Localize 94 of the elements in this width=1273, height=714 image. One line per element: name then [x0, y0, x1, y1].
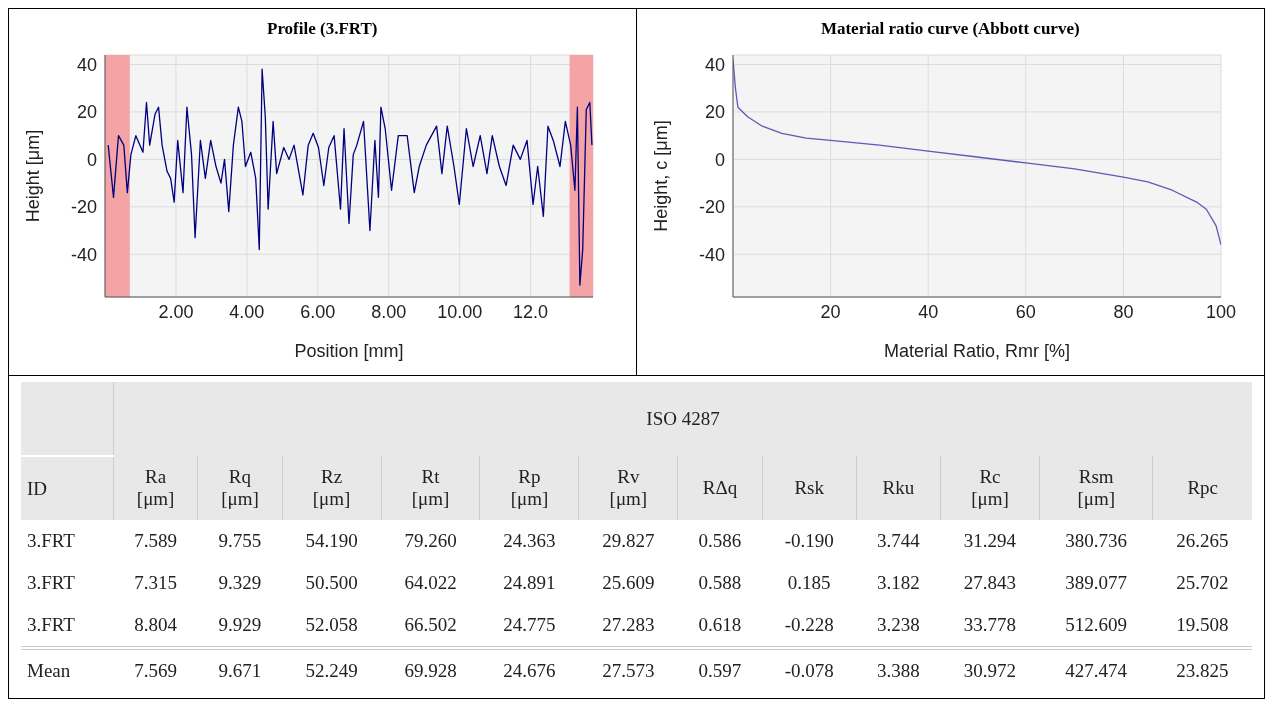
x-tick-label: 10.00: [437, 301, 483, 322]
data-label: 25.702: [1175, 571, 1230, 595]
data-label: 27.843: [962, 571, 1018, 595]
data-label: 27.283: [601, 613, 656, 637]
data-label: 3.238: [875, 613, 921, 637]
chart-title: ISO 4287: [646, 408, 720, 429]
x-tick-label: 4.00: [229, 301, 265, 322]
y-axis-title: Height [μm]: [23, 129, 44, 223]
x-tick-label: 100: [1205, 301, 1236, 322]
data-label: 9.929: [217, 613, 263, 637]
x-axis-title: Position [mm]: [294, 341, 404, 361]
y-tick-label: 20: [704, 102, 725, 123]
data-label: 79.260: [403, 529, 458, 553]
data-label: 0.586: [697, 529, 743, 553]
category-label: Rp [μm]: [510, 466, 549, 510]
data-label: -0.228: [783, 613, 835, 637]
category-label: Rz [μm]: [312, 466, 351, 510]
data-label: 0.185: [786, 571, 832, 595]
y-tick-label: 40: [76, 54, 97, 75]
text: 3.FRT: [26, 529, 76, 553]
data-label: 380.736: [1064, 529, 1129, 553]
data-label: 0.588: [697, 571, 743, 595]
chart-title: Profile (3.FRT): [266, 18, 379, 40]
x-tick-label: 6.00: [300, 301, 336, 322]
category-label: Rv [μm]: [609, 466, 648, 510]
x-axis-title: Material Ratio, Rmr [%]: [883, 341, 1070, 361]
data-label: 19.508: [1175, 613, 1230, 637]
text: ID: [27, 477, 48, 499]
data-label: 9.755: [217, 529, 263, 553]
data-label: 3.744: [875, 529, 921, 553]
category-label: Rt [μm]: [411, 466, 450, 510]
x-tick-label: 20: [820, 301, 841, 322]
y-tick-label: -40: [70, 244, 97, 265]
data-label: 8.804: [133, 613, 178, 637]
y-tick-label: 0: [714, 149, 725, 170]
data-label: 27.573: [601, 659, 656, 683]
data-label: -0.190: [783, 529, 835, 553]
data-label: 7.569: [133, 659, 178, 683]
x-tick-label: 60: [1015, 301, 1036, 322]
data-label: 50.500: [304, 571, 359, 595]
category-label: Rq [μm]: [221, 466, 259, 510]
text: 3.FRT: [26, 613, 76, 637]
data-label: 9.329: [217, 571, 263, 595]
x-tick-label: 8.00: [371, 301, 407, 322]
data-label: 24.891: [502, 571, 557, 595]
category-label: Ra [μm]: [136, 466, 175, 510]
category-label: Rc [μm]: [971, 466, 1009, 510]
data-label: 33.778: [962, 613, 1018, 637]
category-label: RΔq: [702, 477, 738, 499]
data-label: 54.190: [304, 529, 359, 553]
y-tick-label: -20: [70, 197, 97, 218]
data-label: 389.077: [1064, 571, 1129, 595]
data-label: 30.972: [962, 659, 1018, 683]
data-label: 64.022: [403, 571, 458, 595]
data-label: -0.078: [783, 659, 835, 683]
data-label: 0.597: [697, 659, 743, 683]
x-tick-label: 12.0: [513, 301, 549, 322]
data-label: 23.825: [1175, 659, 1230, 683]
data-label: 24.775: [502, 613, 557, 637]
y-tick-label: 40: [704, 54, 725, 75]
data-label: 9.671: [217, 659, 263, 683]
category-label: Rsk: [794, 477, 824, 499]
data-label: 25.609: [601, 571, 656, 595]
category-label: Rku: [882, 477, 915, 499]
y-tick-label: 20: [76, 102, 97, 123]
category-label: Rsm [μm]: [1077, 466, 1116, 510]
x-tick-label: 40: [917, 301, 938, 322]
data-label: 66.502: [403, 613, 458, 637]
data-label: 69.928: [403, 659, 458, 683]
x-tick-label: 2.00: [158, 301, 194, 322]
data-label: 427.474: [1064, 659, 1129, 683]
data-label: 24.363: [502, 529, 557, 553]
chart-title: Material ratio curve (Abbott curve): [819, 18, 1081, 40]
line-series: [107, 68, 593, 286]
y-tick-label: -20: [698, 197, 725, 218]
y-axis-title: Height, c [μm]: [650, 120, 671, 232]
data-label: 24.676: [502, 659, 557, 683]
data-label: 52.249: [304, 659, 359, 683]
data-label: 26.265: [1175, 529, 1230, 553]
data-label: 31.294: [962, 529, 1018, 553]
data-label: 3.182: [875, 571, 921, 595]
data-label: 7.315: [133, 571, 178, 595]
data-label: 0.618: [697, 613, 743, 637]
data-label: 3.388: [875, 659, 921, 683]
data-label: 7.589: [133, 529, 178, 553]
y-tick-label: -40: [698, 244, 725, 265]
data-label: 52.058: [304, 613, 359, 637]
x-tick-label: 80: [1112, 301, 1133, 322]
category-label: Rpc: [1187, 477, 1219, 499]
text: 3.FRT: [26, 571, 76, 595]
data-label: 512.609: [1064, 613, 1129, 637]
y-tick-label: 0: [86, 149, 97, 170]
data-label: 29.827: [601, 529, 656, 553]
text: Mean: [26, 659, 72, 683]
